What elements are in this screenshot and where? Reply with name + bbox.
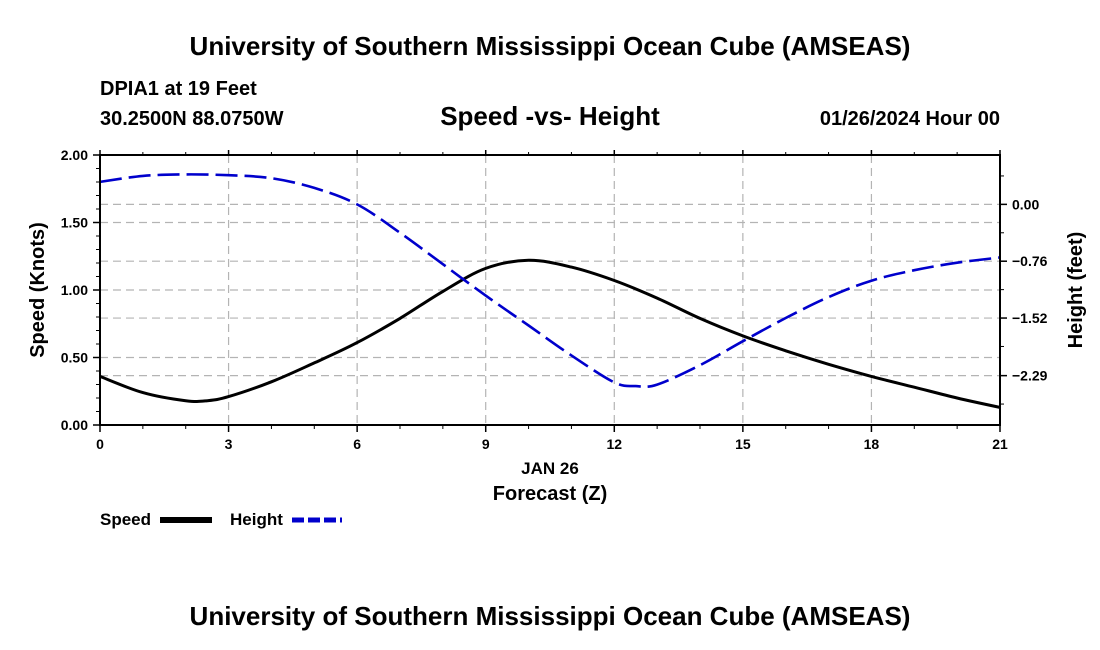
x-axis-title: Forecast (Z) xyxy=(493,483,607,505)
y-left-tick-label: 2.00 xyxy=(61,147,88,163)
x-tick-label: 9 xyxy=(482,436,490,452)
y-right-tick-label: −0.76 xyxy=(1012,253,1048,269)
series-lines xyxy=(99,173,1001,409)
footer-title: University of Southern Mississippi Ocean… xyxy=(190,601,911,631)
y-axis-left-title: Speed (Knots) xyxy=(27,222,49,358)
axis-ticks xyxy=(93,150,1007,432)
station-label: DPIA1 at 19 Feet xyxy=(100,78,257,100)
y-axis-right-title: Height (feet) xyxy=(1065,232,1087,349)
speed-series-line xyxy=(99,258,1001,409)
chart-subtitle: Speed -vs- Height xyxy=(440,101,660,131)
x-tick-label: 0 xyxy=(96,436,104,452)
x-axis-date-label: JAN 26 xyxy=(521,459,579,478)
x-tick-label: 18 xyxy=(864,436,880,452)
y-right-tick-label: 0.00 xyxy=(1012,196,1039,212)
y-left-tick-label: 1.00 xyxy=(61,282,88,298)
legend-speed-label: Speed xyxy=(100,510,151,529)
x-tick-label: 21 xyxy=(992,436,1008,452)
page-title: University of Southern Mississippi Ocean… xyxy=(190,31,911,61)
coords-label: 30.2500N 88.0750W xyxy=(100,108,284,130)
y-right-tick-label: −2.29 xyxy=(1012,368,1048,384)
x-tick-label: 15 xyxy=(735,436,751,452)
y-right-tick-label: −1.52 xyxy=(1012,310,1048,326)
height-series-line xyxy=(99,173,1001,389)
tick-labels: 0 3 6 9 12 15 18 21 0.00 0.50 1.00 1.50 2.00 0.00 −0.7… xyxy=(61,147,1048,452)
x-tick-label: 12 xyxy=(606,436,622,452)
legend-height-label: Height xyxy=(230,510,283,529)
y-left-tick-label: 0.00 xyxy=(61,417,88,433)
grid-lines xyxy=(100,155,1000,425)
plot-frame xyxy=(99,154,1001,426)
datetime-label: 01/26/2024 Hour 00 xyxy=(820,108,1000,130)
x-tick-label: 3 xyxy=(225,436,233,452)
x-tick-label: 6 xyxy=(353,436,361,452)
y-left-tick-label: 0.50 xyxy=(61,350,88,366)
y-left-tick-label: 1.50 xyxy=(61,215,88,231)
